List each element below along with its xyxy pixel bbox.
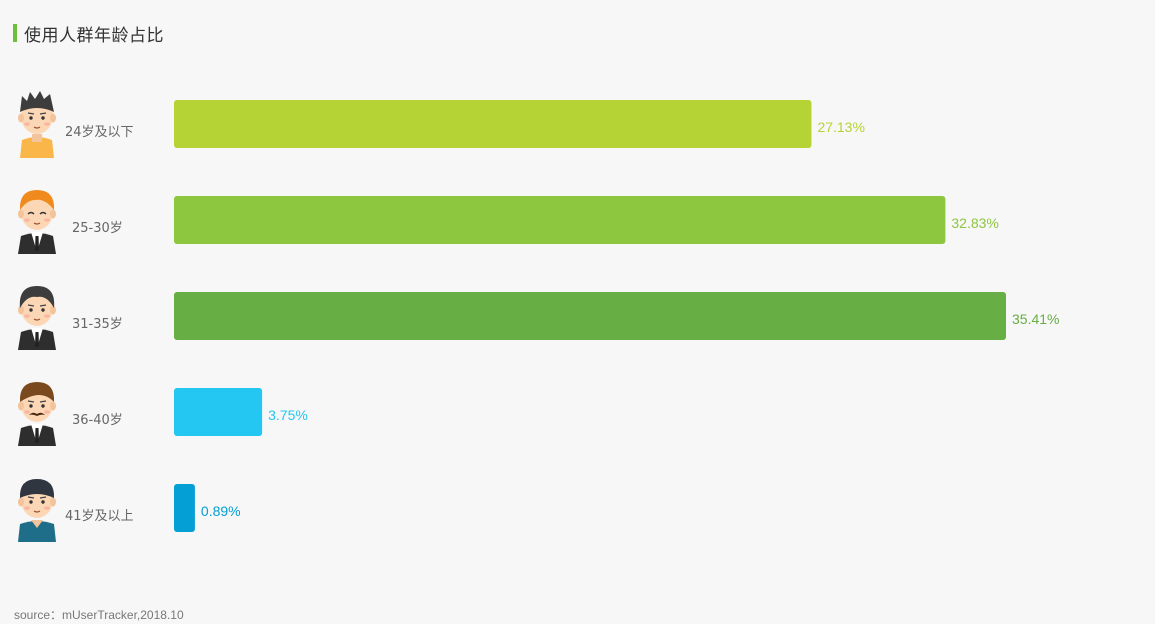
- young-man-suit-avatar-icon: [18, 190, 56, 254]
- category-label: 31-35岁: [72, 317, 123, 332]
- value-label: 27.13%: [817, 119, 864, 135]
- title-accent-bar: [13, 24, 17, 42]
- category-labels: 24岁及以下 25-30岁 31-35岁 36-40岁 41岁及以上: [65, 125, 134, 524]
- bar-chart: 24岁及以下 25-30岁 31-35岁 36-40岁 41岁及以上 27.13% 32.…: [18, 91, 1060, 542]
- bar: [174, 100, 812, 148]
- category-label: 41岁及以上: [65, 509, 134, 524]
- chart-title: 使用人群年龄占比: [24, 25, 164, 46]
- source-note: source：mUserTracker,2018.10: [14, 608, 184, 622]
- chart-title-block: 使用人群年龄占比: [13, 22, 164, 46]
- category-label: 24岁及以下: [65, 125, 134, 140]
- bars: [174, 100, 1006, 532]
- value-labels: 27.13% 32.83% 35.41% 3.75% 0.89%: [201, 119, 1060, 519]
- bar: [174, 196, 946, 244]
- bar: [174, 388, 263, 436]
- older-man-avatar-icon: [18, 479, 56, 542]
- category-label: 25-30岁: [72, 221, 123, 236]
- mustache-man-avatar-icon: [18, 382, 56, 446]
- avatar-icons: [18, 91, 56, 542]
- value-label: 3.75%: [268, 407, 308, 423]
- bar: [174, 292, 1006, 340]
- bar: [174, 484, 195, 532]
- boy-avatar-icon: [18, 91, 56, 158]
- category-label: 36-40岁: [72, 413, 123, 428]
- value-label: 32.83%: [951, 215, 998, 231]
- man-suit-avatar-icon: [18, 286, 56, 350]
- value-label: 35.41%: [1012, 311, 1059, 327]
- value-label: 0.89%: [201, 503, 241, 519]
